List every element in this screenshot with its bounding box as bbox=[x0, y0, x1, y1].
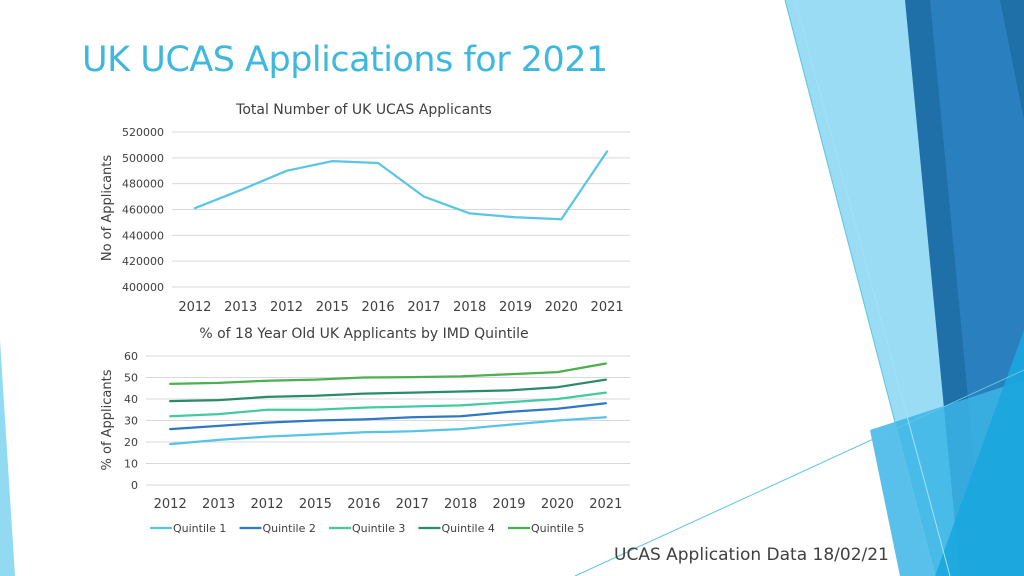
x-tick-label: 2012 bbox=[154, 497, 187, 512]
y-tick-label: 480000 bbox=[122, 178, 164, 191]
x-tick-label: 2021 bbox=[591, 300, 624, 315]
chart-title: Total Number of UK UCAS Applicants bbox=[235, 102, 492, 118]
x-tick-labels: 2012 2013 2012 2015 2016 2017 2018 2019 2020 2021 bbox=[178, 300, 623, 315]
decor-line-3 bbox=[794, 0, 951, 576]
decor-facet-left bbox=[0, 340, 15, 576]
legend: Quintile 1 Quintile 2 Quintile 3 Quintile 4… bbox=[150, 522, 584, 535]
x-tick-label: 2012 bbox=[250, 497, 283, 512]
gridlines bbox=[172, 131, 630, 288]
y-axis-label: % of Applicants bbox=[100, 369, 115, 470]
x-tick-label: 2013 bbox=[224, 300, 257, 315]
decor-line-1 bbox=[784, 0, 936, 576]
series-line-1 bbox=[169, 416, 607, 446]
y-tick-label: 40 bbox=[124, 393, 138, 406]
legend-entry: Quintile 3 bbox=[352, 522, 405, 535]
series-line-4 bbox=[169, 378, 607, 403]
legend-entry: Quintile 2 bbox=[263, 522, 316, 535]
decor-line-2 bbox=[574, 369, 1024, 576]
x-tick-label: 2012 bbox=[270, 300, 303, 315]
y-tick-label: 30 bbox=[124, 415, 138, 428]
series-line-2 bbox=[169, 402, 607, 431]
series-line-5 bbox=[169, 362, 607, 386]
series-line-1 bbox=[193, 150, 609, 221]
y-tick-label: 420000 bbox=[122, 255, 164, 268]
legend-entry: Quintile 4 bbox=[442, 522, 495, 535]
x-tick-label: 2019 bbox=[499, 300, 532, 315]
x-tick-label: 2016 bbox=[362, 300, 395, 315]
x-tick-label: 2018 bbox=[444, 497, 477, 512]
y-tick-label: 440000 bbox=[122, 229, 164, 242]
chart-title: % of 18 Year Old UK Applicants by IMD Qu… bbox=[199, 326, 528, 342]
x-tick-label: 2016 bbox=[347, 497, 380, 512]
x-tick-label: 2015 bbox=[299, 497, 332, 512]
y-tick-label: 60 bbox=[124, 350, 138, 363]
x-tick-label: 2021 bbox=[589, 497, 622, 512]
x-tick-label: 2020 bbox=[541, 497, 574, 512]
legend-entry: Quintile 5 bbox=[531, 522, 584, 535]
y-tick-label: 50 bbox=[124, 372, 138, 385]
x-tick-label: 2017 bbox=[396, 497, 429, 512]
x-tick-labels: 2012 2013 2012 2015 2016 2017 2018 2019 2020 2021 bbox=[154, 497, 623, 512]
series-lines bbox=[193, 150, 609, 221]
y-tick-label: 10 bbox=[124, 458, 138, 471]
y-tick-label: 20 bbox=[124, 436, 138, 449]
footer-source: UCAS Application Data 18/02/21 bbox=[614, 545, 889, 565]
y-tick-label: 400000 bbox=[122, 281, 164, 294]
y-tick-label: 460000 bbox=[122, 204, 164, 217]
x-tick-label: 2020 bbox=[545, 300, 578, 315]
y-tick-labels: 0 10 20 30 40 50 60 bbox=[124, 350, 138, 492]
series-lines bbox=[169, 362, 607, 446]
decor-facet-corner bbox=[935, 330, 1024, 576]
x-tick-label: 2018 bbox=[453, 300, 486, 315]
x-tick-label: 2015 bbox=[316, 300, 349, 315]
slide-title: UK UCAS Applications for 2021 bbox=[82, 40, 608, 80]
x-tick-label: 2019 bbox=[492, 497, 525, 512]
y-tick-label: 520000 bbox=[122, 126, 164, 139]
x-tick-label: 2017 bbox=[407, 300, 440, 315]
y-axis-label: No of Applicants bbox=[100, 155, 115, 262]
series-line-3 bbox=[169, 391, 607, 418]
x-tick-label: 2012 bbox=[178, 300, 211, 315]
y-tick-label: 500000 bbox=[122, 152, 164, 165]
y-tick-labels: 400000 420000 440000 460000 480000 500000 5200… bbox=[122, 126, 164, 294]
y-tick-label: 0 bbox=[131, 479, 138, 492]
x-tick-label: 2013 bbox=[202, 497, 235, 512]
legend-entry: Quintile 1 bbox=[173, 522, 226, 535]
